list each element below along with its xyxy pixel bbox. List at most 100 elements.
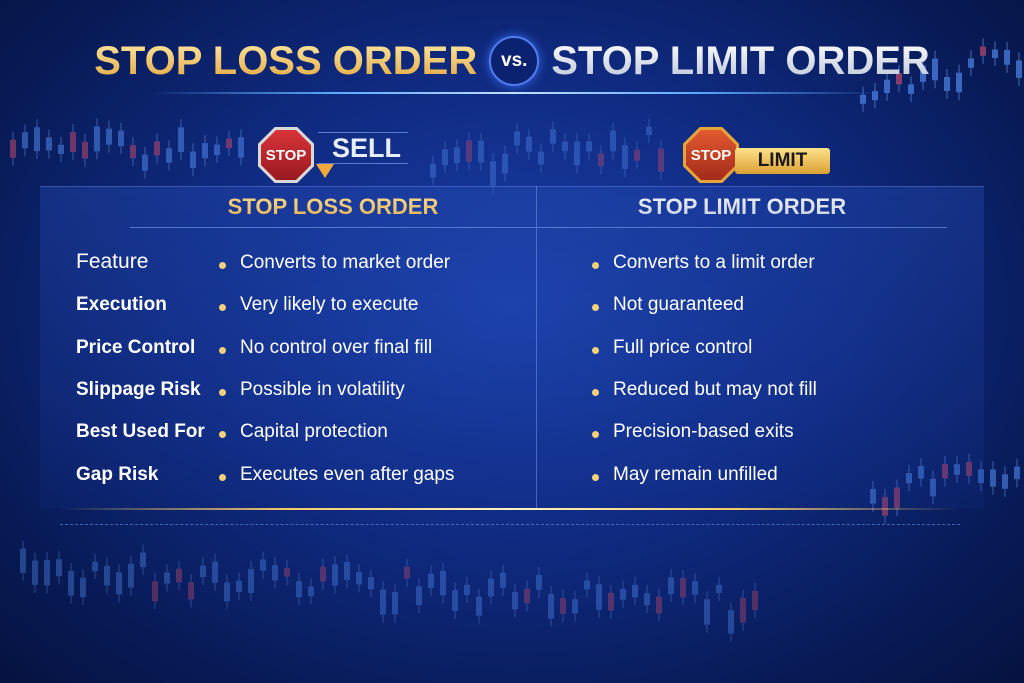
- vs-badge: vs.: [489, 36, 540, 86]
- candlestick: [118, 122, 124, 155]
- stop-limit-value: May remain unfilled: [613, 463, 778, 485]
- candlestick: [308, 578, 314, 605]
- feature-label: Feature: [76, 250, 149, 273]
- candlestick: [860, 86, 866, 112]
- candlestick: [490, 153, 496, 194]
- stop-limit-value: Reduced but may not fill: [613, 378, 817, 400]
- column-divider: [536, 186, 537, 508]
- candlestick: [284, 560, 290, 585]
- candlestick: [296, 573, 302, 606]
- column-header-stop-loss: STOP LOSS ORDER: [130, 186, 536, 228]
- candlestick: [380, 581, 386, 623]
- candlestick: [884, 71, 890, 102]
- candlestick: [190, 143, 196, 176]
- candlestick: [452, 582, 458, 620]
- candlestick: [644, 585, 650, 614]
- stop-sign-icon: STOP: [683, 127, 739, 183]
- candlestick: [906, 465, 912, 492]
- candlestick: [574, 133, 580, 174]
- candlestick: [716, 576, 722, 601]
- candlestick: [454, 139, 460, 172]
- stop-limit-value: Not guaranteed: [613, 294, 744, 316]
- candlestick: [34, 119, 40, 160]
- candlestick: [142, 146, 148, 179]
- candlestick: [466, 132, 472, 170]
- candlestick: [464, 576, 470, 604]
- candlestick: [428, 565, 434, 597]
- candlestick: [164, 564, 170, 592]
- candlestick: [404, 558, 410, 587]
- stop-loss-value: Possible in volatility: [240, 378, 405, 400]
- arrow-down-icon: [316, 164, 334, 178]
- candlestick: [704, 591, 710, 633]
- candlestick: [200, 557, 206, 585]
- candlestick: [894, 479, 900, 517]
- candlestick: [620, 580, 626, 608]
- candlestick: [978, 461, 984, 492]
- candlestick: [92, 553, 98, 580]
- candlestick: [80, 569, 86, 606]
- candlestick: [476, 588, 482, 624]
- candlestick: [680, 570, 686, 606]
- candlestick: [896, 65, 902, 93]
- title-stop-limit: STOP LIMIT ORDER: [551, 38, 930, 83]
- candlestick: [870, 480, 876, 512]
- stop-loss-value: Capital protection: [240, 421, 388, 443]
- candlestick: [56, 551, 62, 585]
- candlestick: [956, 64, 962, 101]
- candlestick: [500, 564, 506, 596]
- candlestick: [442, 141, 448, 174]
- bullet-icon: [592, 431, 599, 439]
- candlestick: [104, 557, 110, 594]
- candlestick: [608, 584, 614, 619]
- candlestick: [488, 570, 494, 605]
- candlestick: [560, 589, 566, 622]
- candlestick: [932, 50, 938, 89]
- candlestick: [140, 544, 146, 576]
- candlestick: [656, 588, 662, 622]
- candlestick: [968, 50, 974, 76]
- feature-label: Execution: [76, 294, 167, 316]
- feature-label: Price Control: [76, 336, 196, 358]
- title-underline: [150, 92, 880, 94]
- candlestick: [622, 137, 628, 177]
- candlestick: [332, 556, 338, 594]
- candlestick: [634, 141, 640, 169]
- candlestick: [752, 582, 758, 618]
- candlestick: [166, 140, 172, 171]
- candlestick: [548, 586, 554, 627]
- candlestick: [954, 456, 960, 483]
- candlestick: [356, 564, 362, 593]
- stop-loss-value: Converts to market order: [240, 252, 451, 273]
- candlestick: [920, 57, 926, 90]
- table-row: Gap Risk Executes even after gaps May re…: [0, 464, 1024, 494]
- stop-sign-icon: STOP: [258, 127, 314, 183]
- candlestick: [872, 83, 878, 109]
- feature-label: Gap Risk: [76, 463, 159, 485]
- table-row: Slippage Risk Possible in volatility Red…: [0, 379, 1024, 409]
- candlestick: [1016, 52, 1022, 86]
- column-header-stop-limit: STOP LIMIT ORDER: [537, 186, 947, 228]
- stop-limit-value: Converts to a limit order: [613, 252, 815, 273]
- candlestick: [1002, 466, 1008, 497]
- candlestick: [248, 560, 254, 602]
- candlestick: [94, 118, 100, 160]
- candlestick: [478, 132, 484, 171]
- candlestick: [212, 553, 218, 591]
- table-row: Price Control No control over final fill…: [0, 337, 1024, 367]
- candlestick: [526, 128, 532, 160]
- candlestick: [202, 135, 208, 167]
- candlestick: [10, 131, 16, 166]
- candlestick: [882, 489, 888, 524]
- bullet-icon: [219, 473, 226, 481]
- candlestick: [598, 145, 604, 175]
- candlestick: [320, 558, 326, 590]
- feature-label: Slippage Risk: [76, 378, 201, 400]
- candlestick: [368, 569, 374, 598]
- candlestick: [550, 121, 556, 152]
- candlestick: [692, 573, 698, 603]
- candlestick: [596, 576, 602, 618]
- candlestick: [586, 133, 592, 160]
- candlestick: [152, 573, 158, 610]
